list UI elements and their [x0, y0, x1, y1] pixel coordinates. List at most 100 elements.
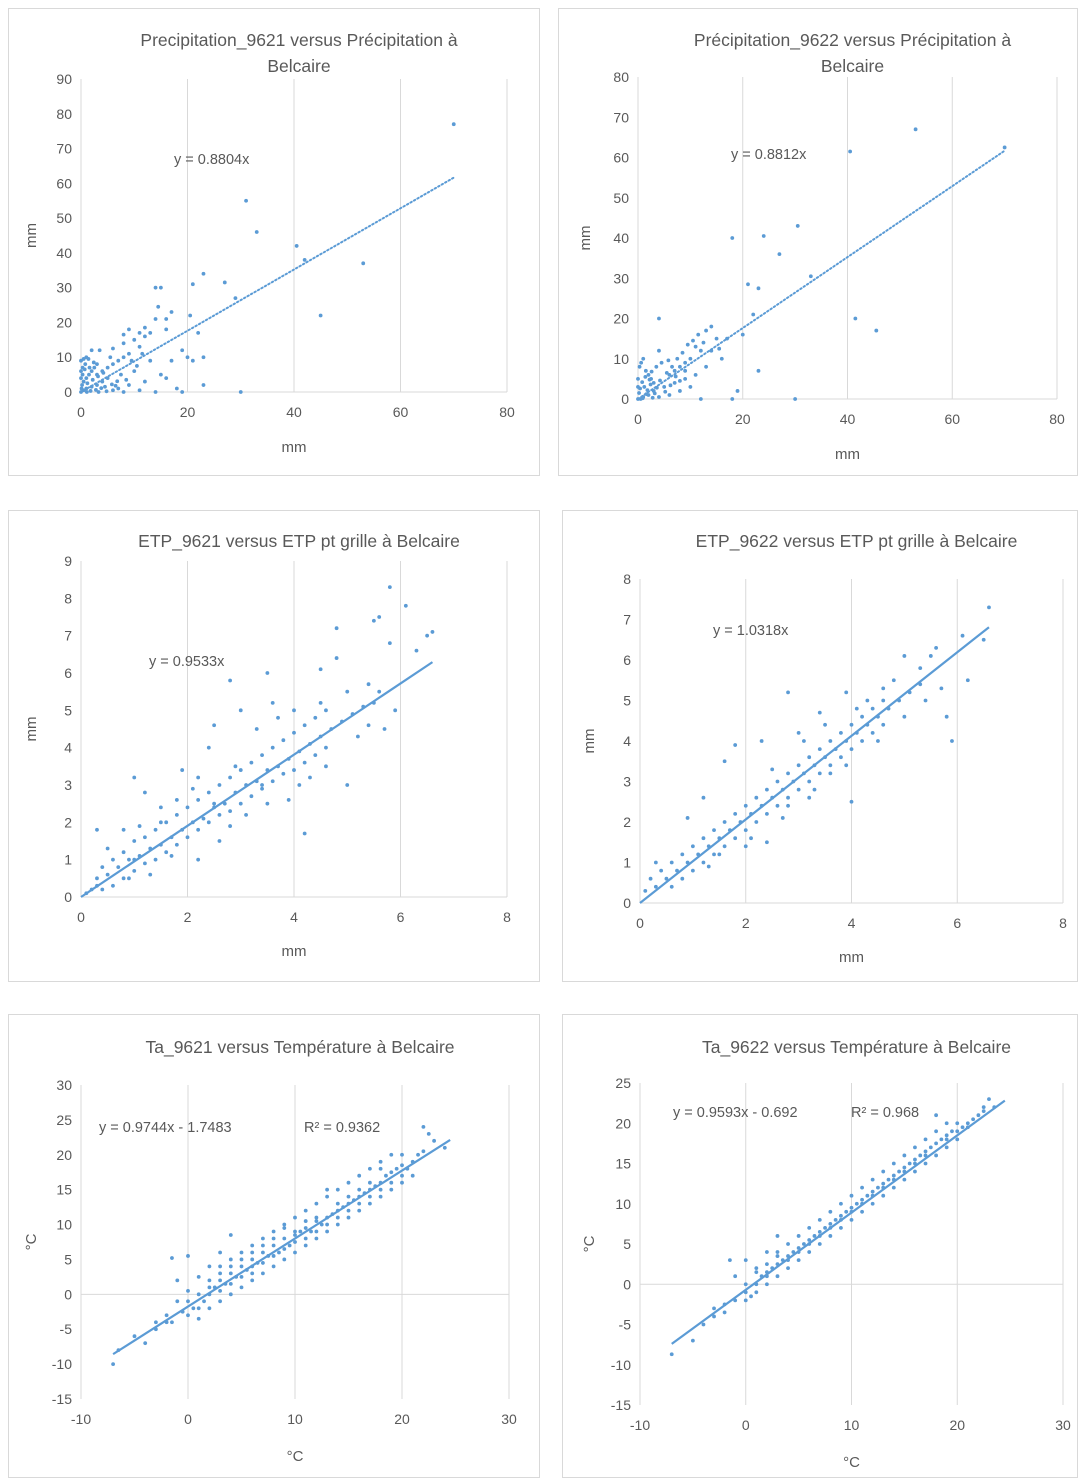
- data-point: [828, 739, 833, 743]
- data-point: [817, 1242, 822, 1246]
- data-point: [675, 356, 680, 361]
- y-tick-label: -15: [52, 1391, 72, 1407]
- y-tick-label: 7: [64, 628, 72, 644]
- y-tick-label: -15: [611, 1397, 631, 1413]
- data-point: [807, 755, 812, 760]
- data-point: [860, 714, 864, 719]
- data-point: [111, 1362, 115, 1367]
- data-point: [91, 360, 96, 365]
- data-point: [701, 340, 706, 345]
- data-point: [86, 357, 91, 361]
- data-point: [271, 1243, 276, 1248]
- data-point: [712, 852, 716, 857]
- data-point: [691, 338, 695, 343]
- data-point: [186, 1288, 190, 1293]
- y-tick-label: 6: [623, 652, 631, 668]
- data-point: [640, 380, 645, 384]
- data-point: [664, 876, 669, 881]
- data-point: [324, 764, 328, 769]
- data-point: [690, 868, 695, 873]
- data-point: [777, 252, 782, 256]
- data-point: [368, 1180, 372, 1185]
- y-tick-label: 0: [623, 1276, 631, 1292]
- y-tick-label: 20: [56, 1147, 72, 1163]
- data-point: [277, 1250, 281, 1255]
- data-point: [143, 325, 147, 330]
- data-point: [981, 1109, 986, 1114]
- data-point: [302, 831, 307, 836]
- data-point: [366, 723, 371, 728]
- data-point: [127, 383, 131, 387]
- data-point: [701, 836, 706, 841]
- data-point: [389, 1152, 394, 1157]
- data-point: [164, 317, 169, 321]
- data-point: [94, 388, 98, 392]
- data-point: [201, 355, 206, 360]
- data-point: [308, 775, 312, 780]
- data-point: [228, 809, 233, 814]
- scatter-chart: 0 2 4 6 8 0 1 2 3 4 5 6 7 8 ETP_9622 versus ETP pt gri…: [581, 531, 1067, 966]
- data-point: [923, 1153, 928, 1158]
- y-tick-label: 60: [613, 150, 629, 166]
- data-point: [796, 1234, 801, 1238]
- data-point: [934, 1129, 938, 1134]
- data-point: [643, 368, 648, 373]
- data-point: [217, 783, 222, 787]
- data-point: [387, 641, 392, 646]
- data-point: [451, 122, 456, 127]
- data-point: [664, 370, 669, 375]
- data-point: [244, 198, 248, 203]
- data-point: [389, 1187, 394, 1192]
- y-tick-label: 0: [623, 895, 631, 911]
- data-point: [137, 344, 142, 349]
- data-point: [680, 876, 685, 881]
- data-point: [881, 698, 886, 703]
- data-point: [239, 1264, 244, 1269]
- data-point: [672, 368, 677, 373]
- trendline: [80, 176, 455, 393]
- y-tick-label: 5: [623, 693, 631, 709]
- data-point: [87, 365, 92, 370]
- data-point: [228, 678, 233, 683]
- x-tick-label: 20: [735, 411, 751, 427]
- data-point: [876, 739, 880, 743]
- x-tick-label: 10: [287, 1411, 303, 1427]
- data-point: [712, 1314, 716, 1319]
- data-point: [849, 799, 854, 804]
- data-point: [303, 1236, 308, 1241]
- data-point: [717, 346, 722, 351]
- trendline: [80, 661, 434, 898]
- data-point: [1002, 145, 1007, 150]
- data-point: [786, 771, 790, 776]
- data-point: [650, 395, 655, 400]
- data-point: [238, 708, 243, 713]
- data-point: [104, 389, 109, 394]
- data-point: [85, 381, 90, 386]
- data-point: [99, 386, 104, 391]
- data-point: [377, 615, 382, 619]
- x-tick-label: 0: [77, 909, 85, 925]
- data-point: [934, 1153, 938, 1158]
- data-point: [180, 390, 185, 394]
- data-point: [786, 1266, 790, 1271]
- y-tick-label: 1: [64, 852, 72, 868]
- data-point: [196, 798, 201, 802]
- data-point: [870, 1201, 875, 1206]
- data-point: [796, 1258, 801, 1262]
- data-point: [153, 285, 158, 290]
- data-point: [314, 1219, 319, 1223]
- data-point: [84, 376, 89, 380]
- data-point: [668, 383, 673, 388]
- data-point: [817, 710, 822, 715]
- data-point: [722, 1310, 727, 1315]
- data-point: [108, 355, 113, 360]
- data-point: [148, 330, 153, 335]
- data-point: [950, 1129, 954, 1134]
- data-point: [701, 860, 706, 865]
- trendline: [112, 1139, 451, 1356]
- data-point: [170, 1320, 174, 1325]
- data-point: [121, 876, 126, 881]
- x-tick-label: 40: [840, 411, 856, 427]
- data-point: [854, 706, 859, 711]
- data-point: [377, 689, 382, 694]
